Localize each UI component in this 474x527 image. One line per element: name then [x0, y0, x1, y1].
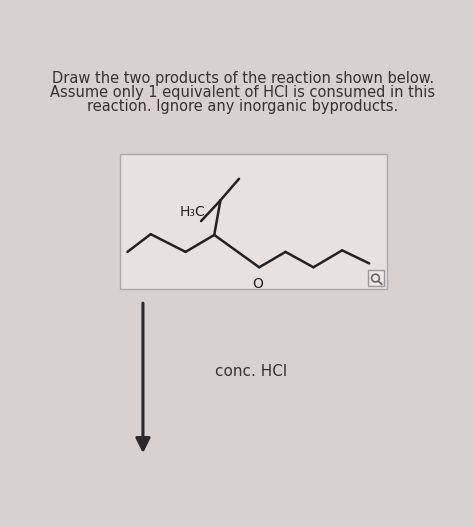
Text: conc. HCl: conc. HCl — [215, 364, 288, 379]
Text: Draw the two products of the reaction shown below.: Draw the two products of the reaction sh… — [52, 71, 434, 86]
Text: O: O — [252, 277, 263, 291]
Bar — [368, 270, 384, 286]
Text: H₃C: H₃C — [179, 205, 205, 219]
Text: reaction. Ignore any inorganic byproducts.: reaction. Ignore any inorganic byproduct… — [87, 99, 399, 114]
Bar — [120, 154, 387, 289]
Text: Assume only 1 equivalent of HCl is consumed in this: Assume only 1 equivalent of HCl is consu… — [50, 85, 436, 100]
